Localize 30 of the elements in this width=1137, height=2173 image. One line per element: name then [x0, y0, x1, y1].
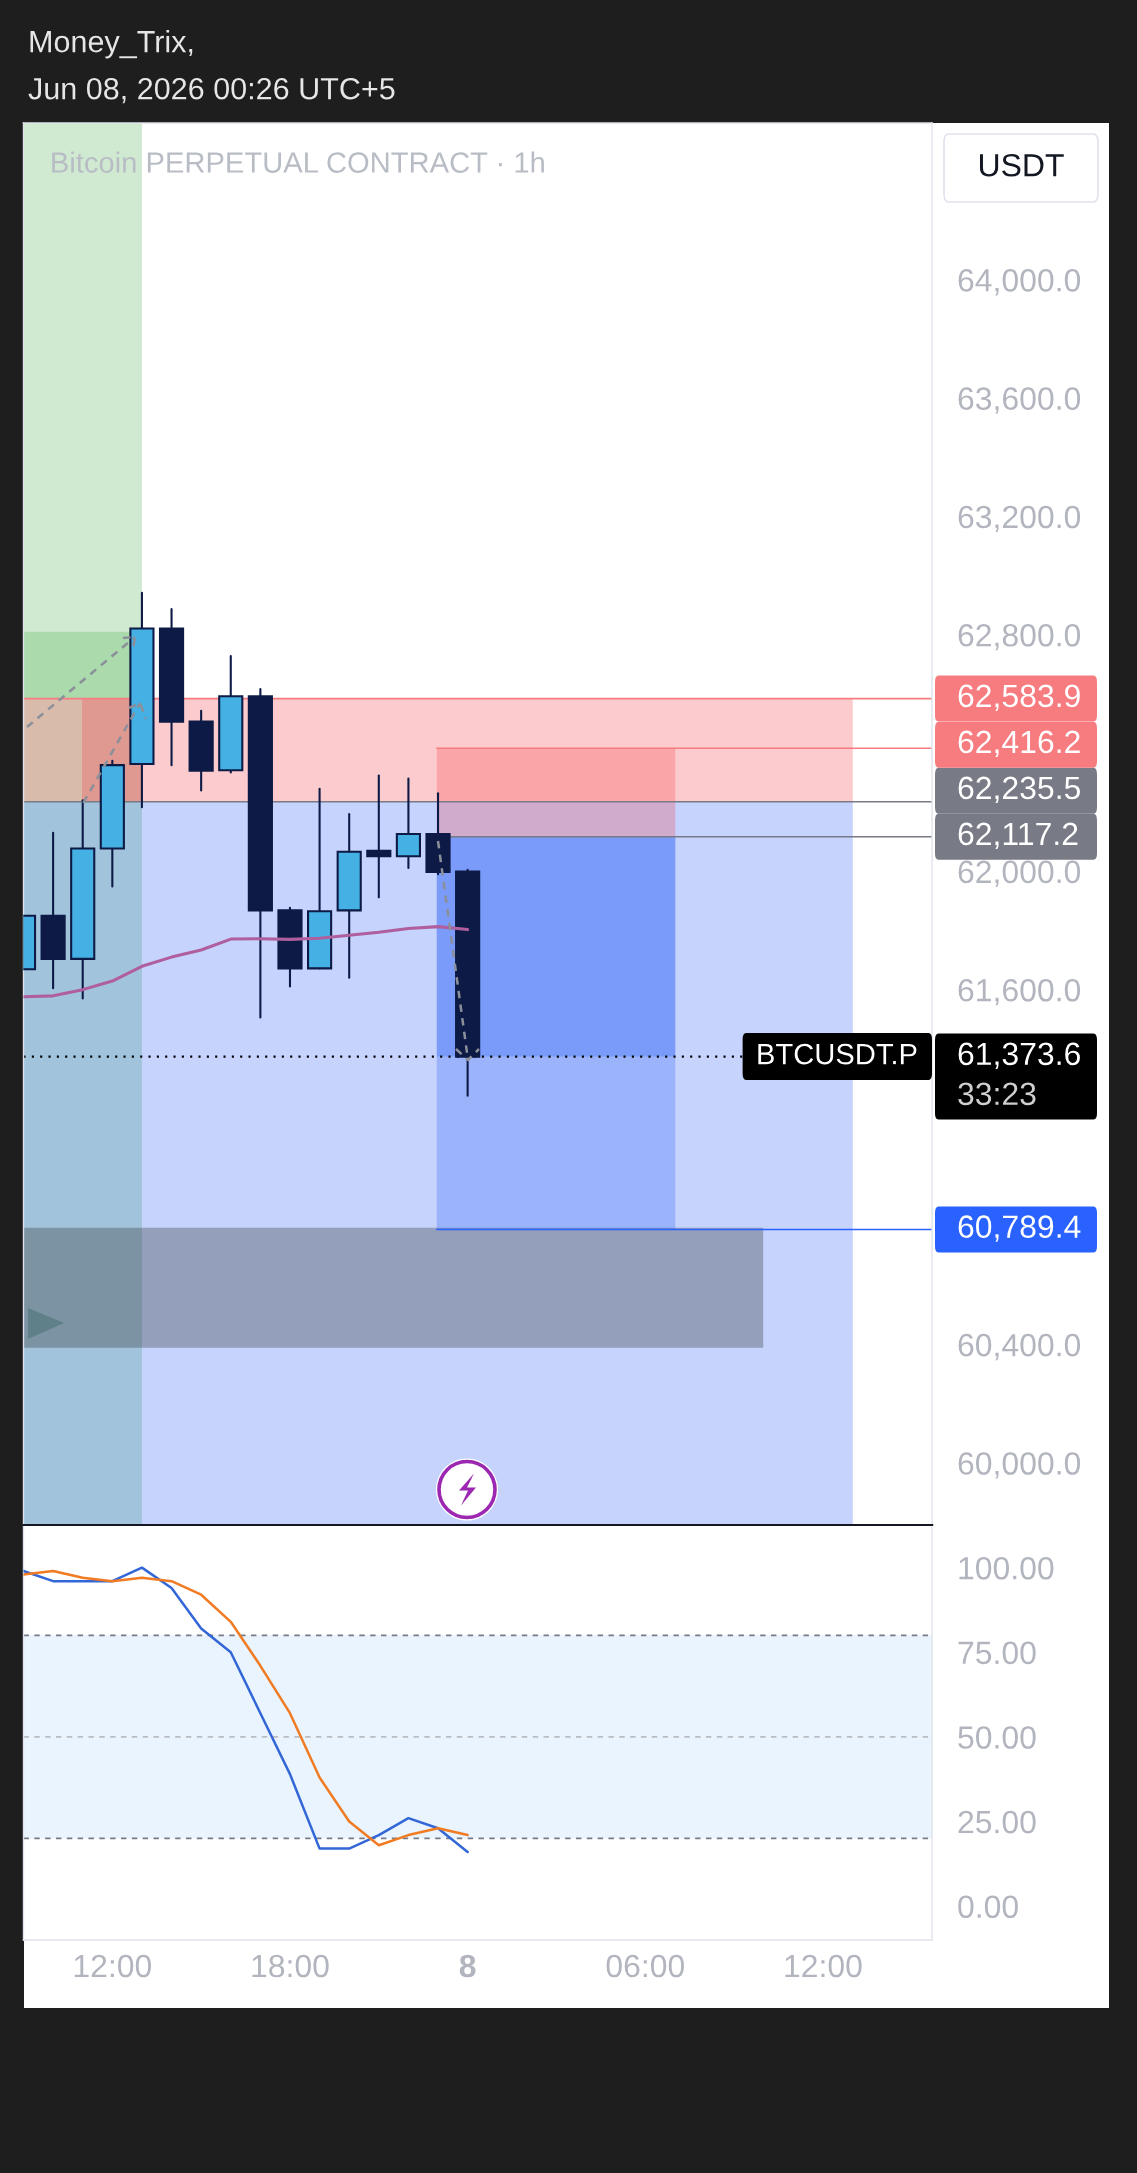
annotation: BTCUSDT.P: [758, 1043, 917, 1065]
x-tick-label: 18:00: [252, 1954, 329, 1978]
y-tick-label: 0.00: [958, 1895, 1018, 1919]
y-tick-label: 63,600.0: [958, 387, 1081, 414]
chart-subtitle: Money_Trix, Jun 08, 2026 00:26 UTC+5: [28, 30, 395, 104]
ref-line-label: 62,117.2: [958, 822, 1078, 850]
y-tick-label: 60,000.0: [958, 1452, 1081, 1479]
ref-line-label: 61,373.6 33:23: [958, 1042, 1080, 1106]
candlestick: [366, 774, 392, 899]
x-tick-label: 12:00: [785, 1954, 862, 1978]
ref-line-label: 60,789.4: [958, 1215, 1081, 1242]
ref-line-label: 62,583.9: [958, 684, 1080, 711]
y-tick-label: 61,600.0: [958, 978, 1081, 1006]
y-tick-label: 50.00: [958, 1726, 1036, 1749]
y-tick-label: 63,200.0: [958, 505, 1081, 533]
x-tick-label: 06:00: [606, 1954, 685, 1978]
ref-line-label: 62,416.2: [958, 730, 1080, 758]
x-tick-label: 12:00: [74, 1954, 152, 1978]
y-tick-label: 60,400.0: [958, 1333, 1081, 1361]
y-tick-label: 100.00: [959, 1556, 1054, 1580]
ref-line-label: 62,235.5: [958, 776, 1081, 804]
y-tick-label: 62,800.0: [958, 623, 1081, 651]
y-tick-label: 62,000.0: [958, 860, 1081, 887]
y-tick-label: 25.00: [958, 1810, 1036, 1834]
candlestick: [395, 777, 421, 870]
y-axis-title: USDT: [979, 153, 1064, 177]
y-tick-label: 75.00: [958, 1641, 1036, 1665]
y-tick-label: 64,000.0: [958, 269, 1081, 296]
line-series: [23, 925, 470, 999]
x-tick-label: 8: [459, 1954, 476, 1978]
